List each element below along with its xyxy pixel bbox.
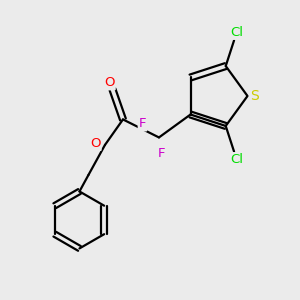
Text: O: O bbox=[90, 137, 101, 150]
Text: F: F bbox=[158, 146, 166, 160]
Text: F: F bbox=[139, 117, 146, 130]
Text: O: O bbox=[104, 76, 115, 89]
Text: S: S bbox=[250, 89, 259, 103]
Text: Cl: Cl bbox=[230, 26, 243, 39]
Text: Cl: Cl bbox=[230, 153, 243, 166]
